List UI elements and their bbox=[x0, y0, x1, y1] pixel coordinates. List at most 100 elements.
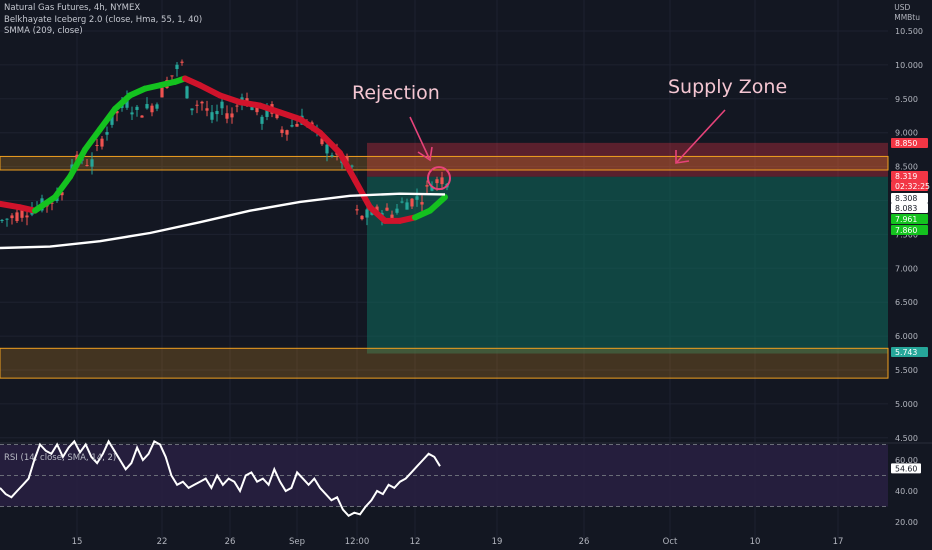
iceberg-segment bbox=[67, 146, 88, 180]
candle-body bbox=[325, 144, 329, 154]
candle-body bbox=[195, 104, 199, 106]
rejection-annotation: Rejection bbox=[352, 82, 440, 104]
candle-body bbox=[20, 210, 24, 218]
iceberg-segment bbox=[197, 82, 223, 99]
candle-body bbox=[265, 107, 269, 117]
candle-body bbox=[230, 113, 234, 118]
candle-body bbox=[200, 101, 204, 104]
candle-body bbox=[360, 215, 364, 220]
candle-body bbox=[215, 111, 219, 115]
x-tick-label: 26 bbox=[579, 537, 590, 547]
candle-body bbox=[295, 123, 299, 127]
candle-body bbox=[420, 202, 424, 205]
price-label-box bbox=[891, 181, 928, 191]
rsi-tick-label: 60.00 bbox=[895, 456, 918, 465]
supply-zone-arrow bbox=[676, 109, 726, 163]
supply-zone-box bbox=[367, 142, 888, 177]
price-zones bbox=[0, 142, 889, 379]
candle-body bbox=[210, 112, 214, 120]
candle-body bbox=[160, 87, 164, 98]
candle-body bbox=[110, 114, 114, 125]
candle-body bbox=[100, 138, 104, 147]
price-label-text: 7.961 bbox=[895, 215, 917, 224]
iceberg-segment bbox=[237, 99, 263, 109]
candle-body bbox=[105, 132, 109, 135]
candle-body bbox=[135, 106, 139, 110]
candle-body bbox=[390, 214, 394, 220]
iceberg-segment bbox=[52, 173, 73, 201]
candle-body bbox=[90, 159, 94, 167]
upper-resistance-zone bbox=[0, 155, 889, 171]
legend-iceberg[interactable]: Belkhayate Iceberg 2.0 (close, Hma, 55, … bbox=[4, 14, 203, 25]
iceberg-segment bbox=[277, 109, 303, 123]
lower-support-zone bbox=[0, 347, 889, 379]
candle-body bbox=[385, 207, 389, 211]
iceberg-segment bbox=[337, 150, 358, 184]
candle-body bbox=[290, 125, 294, 127]
candle-body bbox=[145, 104, 149, 109]
y-tick-label: 10.500 bbox=[895, 27, 923, 36]
candle-body bbox=[345, 156, 349, 162]
candle-body bbox=[430, 186, 434, 191]
rsi-panel bbox=[0, 439, 888, 518]
iceberg-segment bbox=[217, 92, 243, 106]
price-label-box bbox=[891, 138, 928, 148]
candle-body bbox=[250, 105, 254, 111]
candle-body bbox=[435, 179, 439, 184]
y-tick-label: 9.500 bbox=[895, 95, 918, 104]
price-label-text: 8.083 bbox=[895, 204, 917, 213]
iceberg-segment bbox=[367, 204, 388, 224]
candle-body bbox=[140, 115, 144, 118]
candle-body bbox=[85, 165, 89, 167]
price-label-box bbox=[891, 225, 928, 235]
iceberg-segment bbox=[317, 129, 343, 157]
currency-label: USD MMBtu bbox=[894, 3, 920, 23]
candle-body bbox=[320, 138, 324, 145]
x-tick-label: 10 bbox=[750, 537, 761, 547]
candle-body bbox=[170, 75, 174, 77]
candle-body bbox=[330, 155, 334, 157]
iceberg-segment bbox=[257, 102, 283, 116]
currency-unit: MMBtu bbox=[894, 13, 920, 22]
annotation-shapes bbox=[409, 109, 726, 191]
price-label-text: 8.319 bbox=[895, 172, 917, 181]
x-tick-label: 15 bbox=[72, 537, 83, 547]
supply-zone-annotation: Supply Zone bbox=[668, 76, 788, 98]
y-tick-label: 9.000 bbox=[895, 129, 918, 138]
time-axis: 15 22 26 Sep 12:00 12 19 26 Oct 10 17 bbox=[72, 537, 844, 547]
iceberg-segment bbox=[0, 200, 23, 211]
candle-body bbox=[50, 202, 54, 204]
x-tick-label: Oct bbox=[663, 537, 678, 547]
currency-code: USD bbox=[894, 3, 911, 12]
candle-body bbox=[440, 177, 444, 185]
target-zone-box bbox=[367, 176, 888, 354]
legend-symbol[interactable]: Natural Gas Futures, 4h, NYMEX bbox=[4, 3, 141, 13]
candle-body bbox=[190, 108, 194, 111]
iceberg-indicator bbox=[0, 75, 448, 224]
rsi-tick-label: 40.00 bbox=[895, 487, 918, 496]
smma-line bbox=[0, 192, 446, 250]
y-tick-label: 5.500 bbox=[895, 366, 918, 375]
y-tick-label: 4.500 bbox=[895, 434, 918, 443]
y-tick-label: 7.000 bbox=[895, 264, 918, 273]
x-tick-label: 17 bbox=[833, 537, 844, 547]
price-label-box bbox=[891, 203, 928, 213]
x-tick-label: Sep bbox=[289, 537, 305, 547]
candle-body bbox=[415, 196, 419, 200]
candle-body bbox=[130, 112, 134, 115]
candle-body bbox=[205, 108, 209, 111]
candle-body bbox=[350, 165, 354, 167]
candle-body bbox=[260, 116, 264, 124]
candle-body bbox=[175, 64, 179, 70]
candle-body bbox=[400, 201, 404, 203]
rsi-legend[interactable]: RSI (14, close, SMA, 14, 2) bbox=[4, 453, 117, 463]
candle-body bbox=[25, 215, 29, 218]
candle-body bbox=[235, 105, 239, 107]
legend-smma[interactable]: SMMA (209, close) bbox=[4, 26, 83, 36]
price-label-text: 7.860 bbox=[895, 226, 917, 235]
iceberg-segment bbox=[32, 194, 58, 214]
candle-body bbox=[425, 185, 429, 187]
iceberg-segment bbox=[112, 92, 133, 112]
rsi-current-box bbox=[891, 463, 921, 474]
